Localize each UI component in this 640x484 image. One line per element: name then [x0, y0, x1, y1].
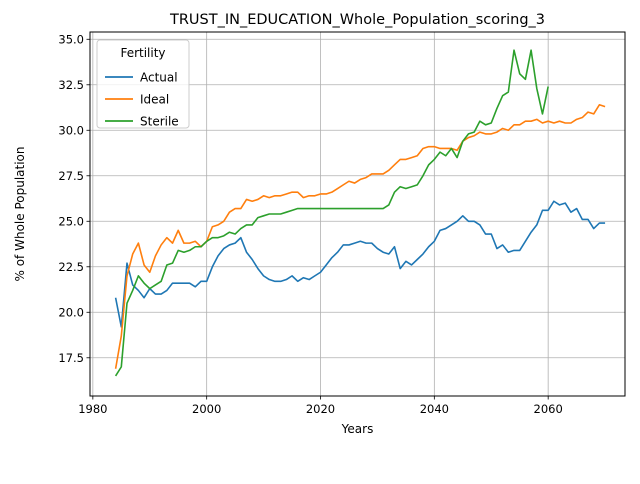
y-tick-label: 32.5 — [58, 78, 84, 92]
grid — [90, 32, 625, 396]
axis-ticks: 1980 2000 2020 2040 2060 17.5 20.0 22.5 25.0 27.5… — [58, 32, 562, 416]
series-line-ideal — [114, 104, 606, 369]
y-axis-label: % of Whole Population — [13, 147, 27, 282]
legend-items: Actual Ideal Sterile — [105, 71, 179, 129]
x-tick-label: 1980 — [78, 402, 107, 416]
legend-label-actual: Actual — [140, 71, 178, 85]
y-tick-label: 25.0 — [58, 214, 84, 228]
plot-area-frame — [89, 31, 626, 397]
series-line-sterile — [114, 49, 549, 377]
x-tick-label: 2060 — [534, 402, 563, 416]
y-tick-label: 30.0 — [58, 123, 84, 137]
y-tick-label: 20.0 — [58, 305, 84, 319]
legend-box — [96, 39, 190, 129]
series-line-actual — [114, 200, 606, 328]
x-tick-label: 2020 — [306, 402, 335, 416]
legend-label-sterile: Sterile — [140, 115, 179, 129]
y-tick-label: 17.5 — [58, 351, 84, 365]
y-tick-label: 35.0 — [58, 32, 84, 46]
series-lines — [114, 49, 606, 377]
legend-title: Fertility — [120, 46, 165, 60]
y-tick-label: 22.5 — [58, 260, 84, 274]
chart-title: TRUST_IN_EDUCATION_Whole_Population_scor… — [169, 12, 545, 28]
y-tick-label: 27.5 — [58, 169, 84, 183]
x-tick-label: 2040 — [420, 402, 449, 416]
legend: Fertility Actual Ideal Sterile — [96, 39, 190, 129]
x-axis-label: Years — [341, 422, 374, 436]
legend-label-ideal: Ideal — [140, 93, 169, 107]
x-tick-label: 2000 — [192, 402, 221, 416]
